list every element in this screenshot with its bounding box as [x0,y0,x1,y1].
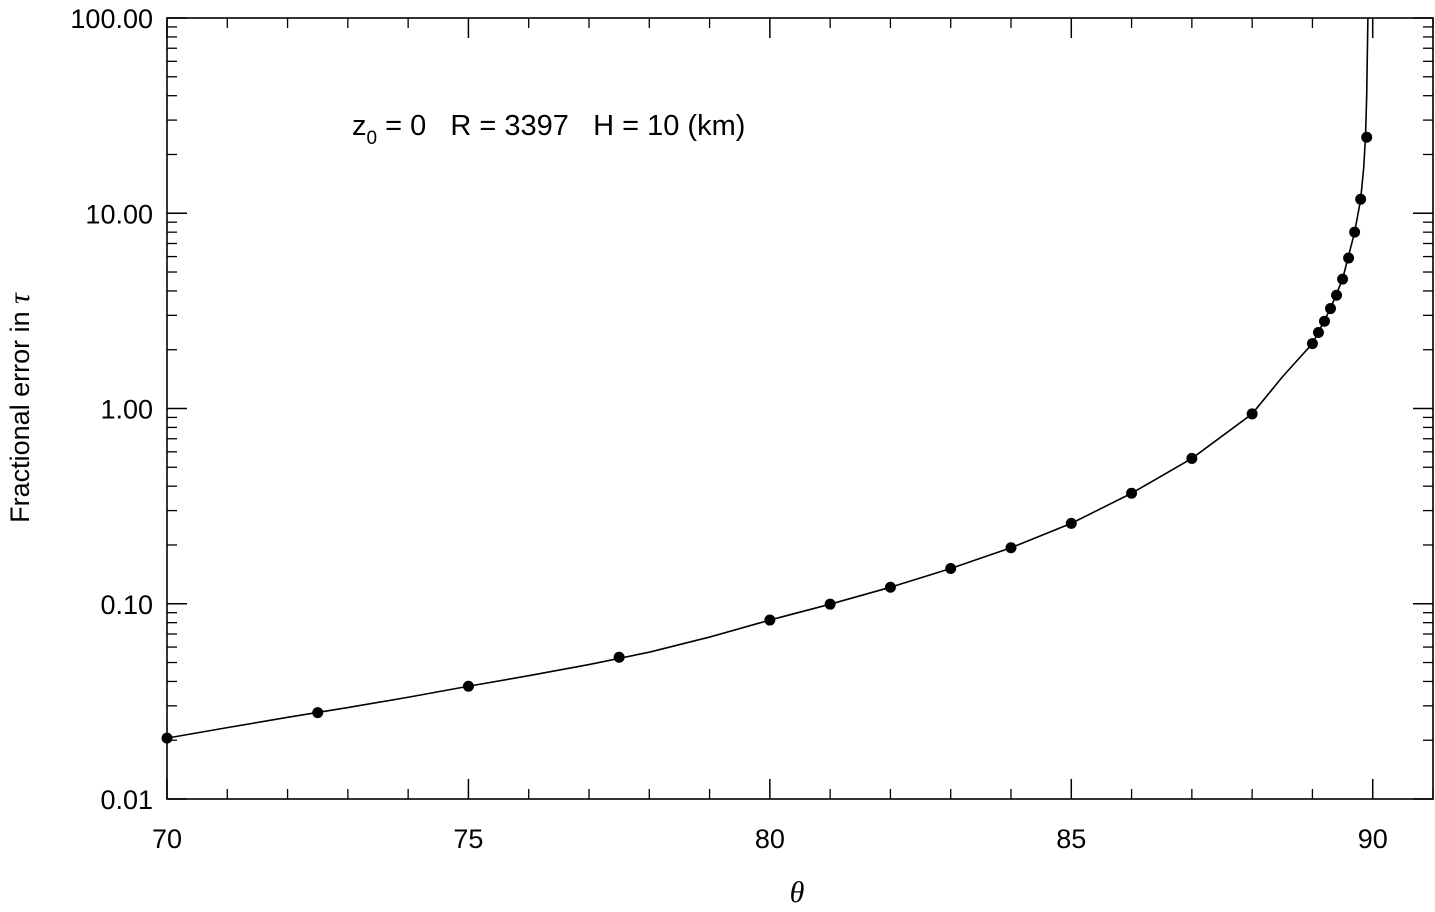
data-point [884,581,896,593]
data-point [1355,193,1367,205]
data-point [945,563,957,575]
annotation-z-subscript: 0 [367,128,378,149]
data-point [1337,273,1349,285]
y-tick-label: 100.00 [70,4,153,34]
x-tick-label: 85 [1056,824,1086,854]
x-axis-title: θ [790,876,805,909]
data-point [764,614,776,626]
data-point [1186,452,1198,464]
data-point [1331,289,1343,301]
data-point [462,680,474,692]
data-point [1361,131,1373,143]
data-point [1005,542,1017,554]
annotation-rest: = 0 R = 3397 H = 10 (km) [377,110,745,142]
data-point [1312,327,1324,339]
x-tick-label: 80 [755,824,785,854]
annotation: z0 = 0 R = 3397 H = 10 (km) [352,110,745,149]
data-point [1349,226,1361,238]
y-tick-label: 1.00 [100,395,153,425]
data-point [1318,315,1330,327]
y-tick-labels: 0.01 0.10 1.00 10.00 100.00 [70,4,153,815]
major-ticks [166,17,1433,800]
data-point [1126,487,1138,499]
data-point [1246,408,1258,420]
model-curve [166,17,1369,739]
data-point [613,651,625,663]
y-tick-label: 0.10 [100,590,153,620]
y-axis-title-symbol: τ [3,292,36,304]
data-point [1306,338,1318,350]
data-point [1325,303,1337,315]
data-point [1343,252,1355,264]
data-point [161,732,173,744]
x-tick-label: 70 [152,824,182,854]
data-point [824,598,836,610]
y-tick-label: 10.00 [85,199,153,229]
x-tick-label: 90 [1358,824,1388,854]
data-points [161,131,1373,744]
x-tick-label: 75 [453,824,483,854]
data-point [1065,517,1077,529]
minor-ticks [167,18,1434,799]
y-tick-label: 0.01 [100,785,153,815]
data-point [312,707,324,719]
y-axis-title: Fractional error in τ [3,292,36,523]
x-tick-labels: 70 75 80 85 90 [152,824,1388,854]
annotation-z: z [352,110,367,142]
y-axis-title-text: Fractional error in [5,304,35,523]
